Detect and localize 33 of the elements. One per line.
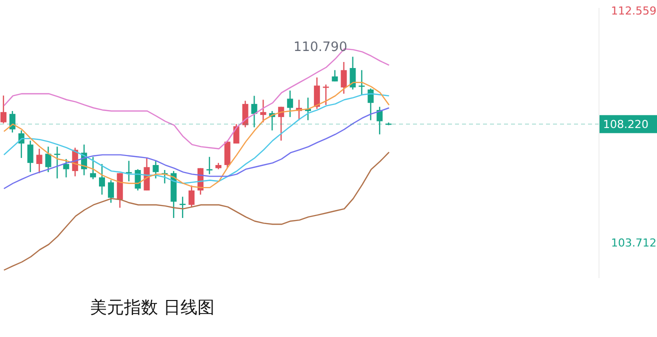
candlestick xyxy=(54,146,60,179)
candlestick xyxy=(36,148,42,174)
candlestick xyxy=(340,61,347,94)
ref-line-label: 108.220 xyxy=(603,118,648,132)
candlestick xyxy=(260,99,266,123)
candlestick xyxy=(126,160,132,182)
candlestick xyxy=(98,163,105,196)
candlestick xyxy=(108,180,114,204)
candlestick xyxy=(322,84,329,106)
candlestick xyxy=(332,70,338,82)
candlestick xyxy=(206,156,212,175)
candlestick xyxy=(27,140,34,173)
candlestick xyxy=(242,100,248,128)
y-tick-label: 112.559 xyxy=(611,4,656,18)
candlestick xyxy=(152,160,159,179)
candlestick xyxy=(287,90,294,118)
candlestick xyxy=(90,156,96,180)
annotation: 110.790 xyxy=(293,40,348,55)
candlestick xyxy=(358,70,365,96)
line-series xyxy=(3,107,390,190)
candlestick xyxy=(368,88,374,121)
candlestick xyxy=(314,76,320,110)
candlestick xyxy=(251,95,258,128)
text: 美元指数 日线图 xyxy=(90,297,214,319)
candlestick xyxy=(0,94,6,124)
candlestick xyxy=(9,110,16,134)
candlestick xyxy=(63,158,70,178)
candlestick xyxy=(350,56,356,90)
y-tick-label: 103.712 xyxy=(611,236,656,250)
candlestick xyxy=(224,140,230,169)
line-series xyxy=(3,152,390,271)
candlestick xyxy=(45,146,52,173)
candlestick xyxy=(188,184,195,208)
